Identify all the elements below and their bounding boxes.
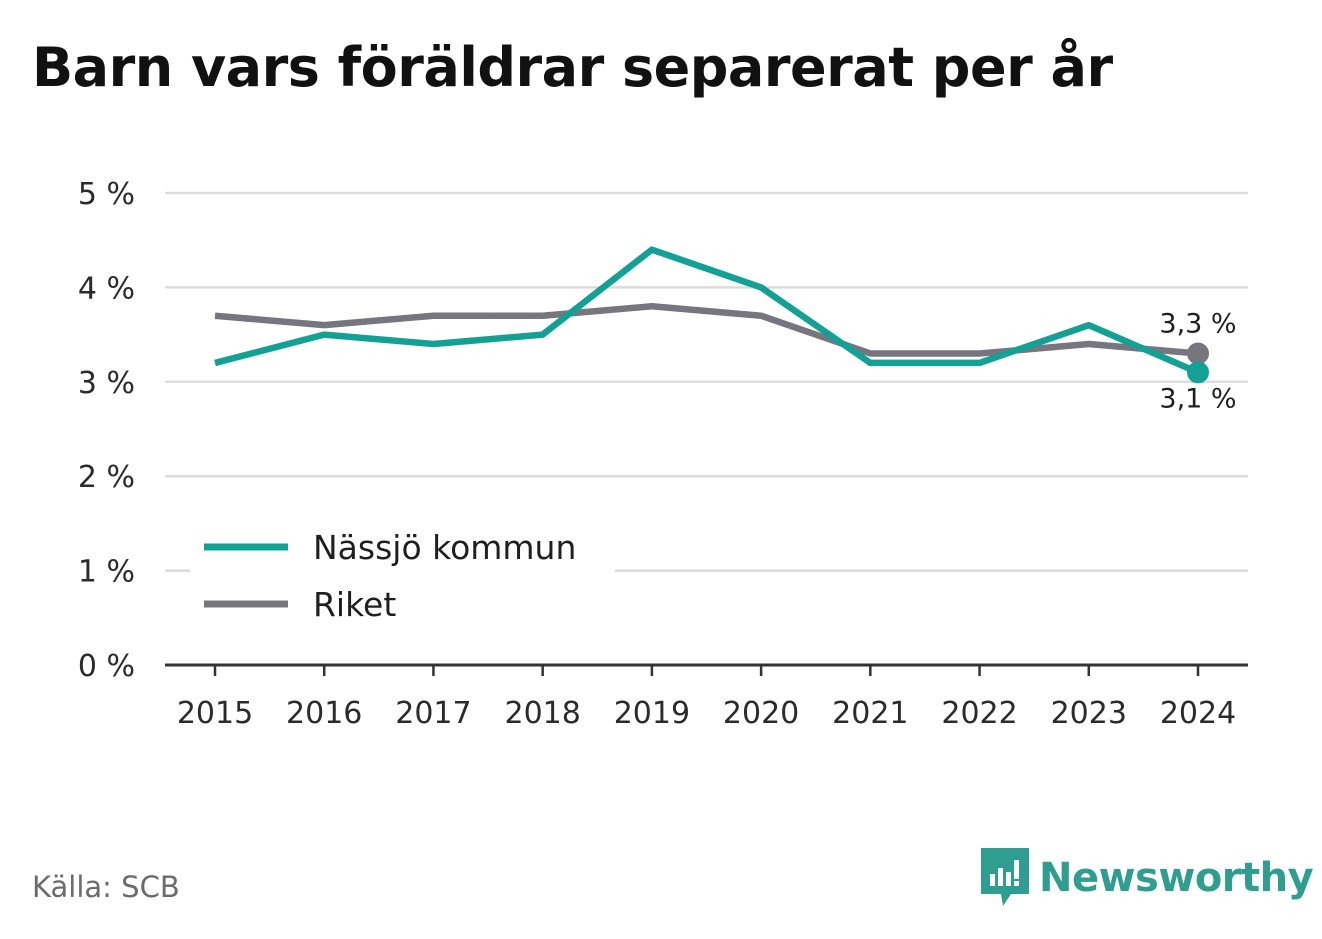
y-tick-label: 1 % [78,555,135,590]
x-tick-label: 2015 [177,696,253,731]
x-axis: 2015 2016 2017 2018 2019 2020 2021 2022 2023 2024 [165,663,1248,731]
legend: Nässjö kommun Riket [190,520,615,624]
brand-logo: Newsworthy [981,848,1314,908]
line-chart: 0 %1 %2 %3 %4 %5 % 2015 2016 2017 2018 2019 2… [78,177,1248,731]
x-tick-label: 2023 [1051,696,1127,731]
grid-lines [165,191,1248,572]
y-tick-label: 4 % [78,271,135,306]
newsworthy-logo-icon [981,848,1029,906]
end-value-label: 3,3 % [1159,308,1236,339]
legend-label: Riket [313,585,396,624]
source-label: Källa: [32,870,112,904]
y-tick-label: 2 % [78,460,135,495]
series-line [214,303,1199,357]
series-endpoint [1187,342,1209,365]
x-tick-label: 2019 [614,696,690,731]
series-lines [214,246,1209,384]
y-tick-label: 5 % [78,177,135,212]
series-line [214,246,1200,376]
source-value: SCB [121,870,180,904]
series-endpoint [1187,361,1209,384]
y-tick-label: 0 % [78,649,135,684]
x-tick-label: 2018 [504,696,580,731]
x-tick-label: 2017 [395,696,471,731]
brand-name: Newsworthy [1039,855,1314,901]
end-value-label: 3,1 % [1159,383,1236,414]
x-tick-label: 2024 [1160,696,1236,731]
x-tick-label: 2020 [723,696,799,731]
y-axis-ticks: 0 % 1 % 2 % 3 % 4 % 5 % [78,177,135,684]
x-tick-label: 2021 [832,696,908,731]
legend-label: Nässjö kommun [313,528,576,567]
source-note: Källa: SCB [32,870,180,904]
end-labels: 3,1 % 3,3 % [1159,308,1236,414]
chart-title: Barn vars föräldrar separerat per år [32,36,1113,99]
x-tick-label: 2016 [286,696,362,731]
y-tick-label: 3 % [78,366,135,401]
x-tick-label: 2022 [941,696,1017,731]
